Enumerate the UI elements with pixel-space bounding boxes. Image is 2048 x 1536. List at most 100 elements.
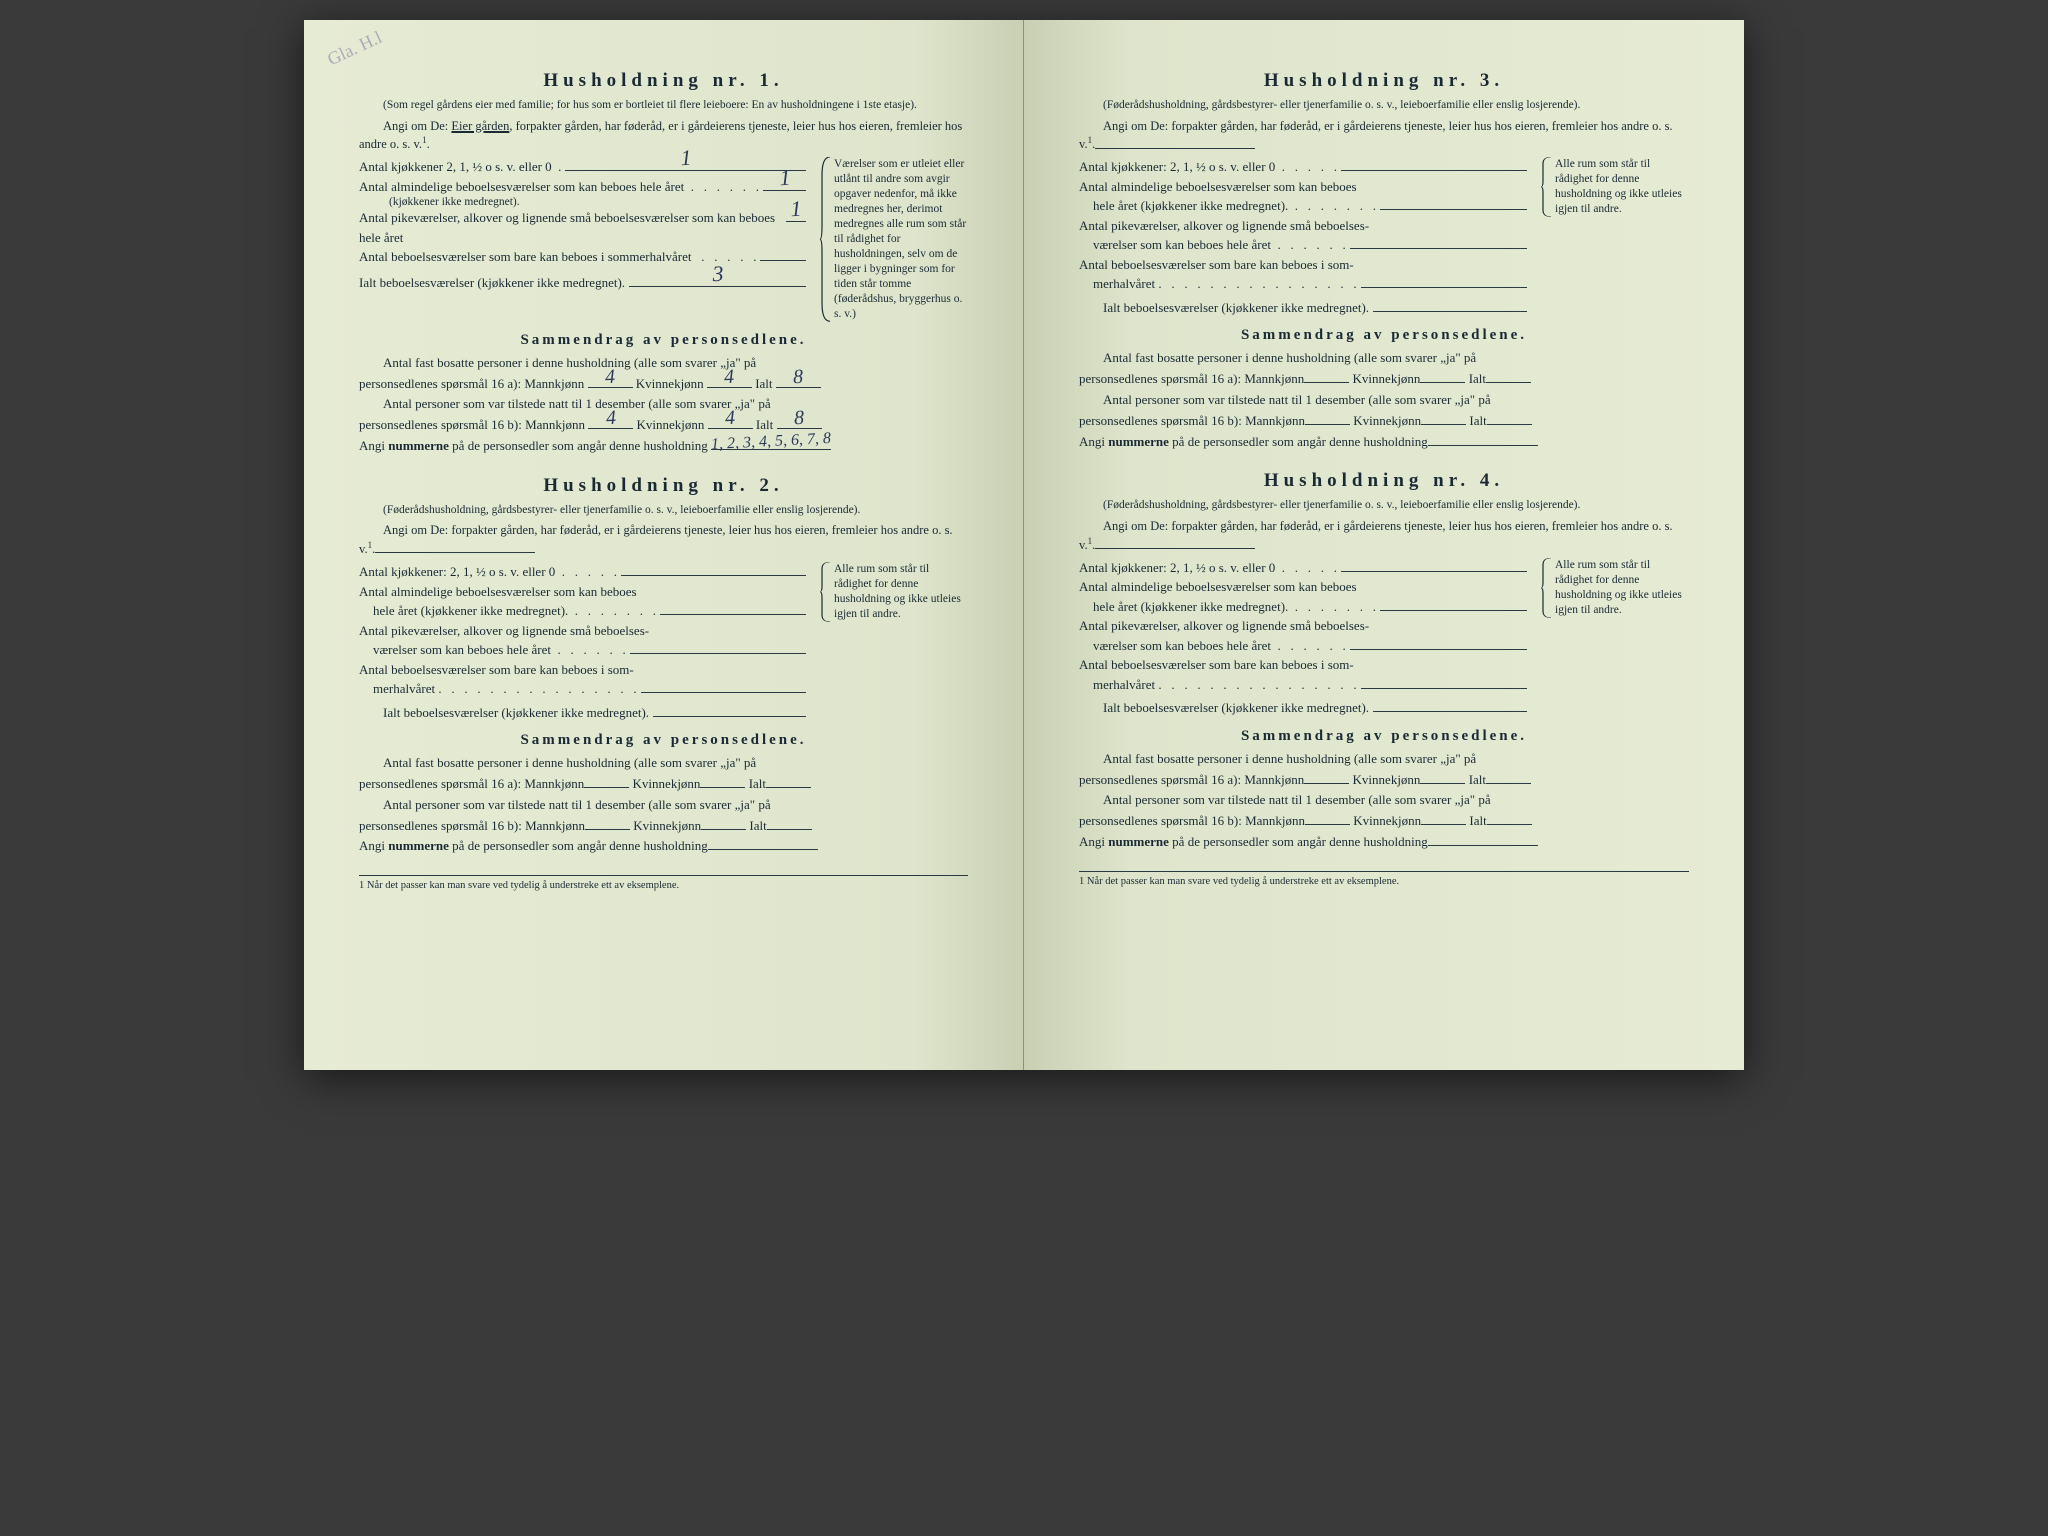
h1-s2b: personsedlenes spørsmål 16 b): Mannkjønn (359, 417, 585, 432)
page-left: Gla. H.l Husholdning nr. 1. (Som regel g… (304, 20, 1024, 1070)
h2-r1: Antal kjøkkener: 2, 1, ½ o s. v. eller 0… (359, 562, 617, 582)
h4-s2kf[interactable] (1421, 811, 1466, 825)
h4-s1if[interactable] (1486, 770, 1531, 784)
brace-icon (1541, 157, 1553, 217)
h1-s2: Antal personer som var tilstede natt til… (359, 394, 968, 415)
h2-s1m[interactable] (584, 774, 629, 788)
h1-s1a: Antal fast bosatte personer i denne hush… (383, 355, 756, 370)
h4-s1kf[interactable] (1420, 770, 1465, 784)
h3-s1kf[interactable] (1420, 369, 1465, 383)
h1-r2-label: Antal almindelige beboelsesværelser som … (359, 177, 759, 197)
h4-r3-fill[interactable] (1350, 649, 1527, 650)
h1-s1-kv: Kvinnekjønn (636, 376, 704, 391)
h1-s3-fill[interactable]: 1, 2, 3, 4, 5, 6, 7, 8 (711, 436, 831, 450)
h1-intro1: (Som regel gårdens eier med familie; for… (359, 98, 968, 114)
h1-s1b: personsedlenes spørsmål 16 a): Mannkjønn (359, 376, 584, 391)
h2-two-col: Antal kjøkkener: 2, 1, ½ o s. v. eller 0… (359, 562, 968, 722)
h1-s2a: Antal personer som var tilstede natt til… (383, 396, 771, 411)
h2-r4b: merhalvåret . . . . . . . . . . . . . . … (359, 679, 637, 699)
section-husholdning-1: Husholdning nr. 1. (Som regel gårdens ei… (359, 70, 968, 457)
h1-r4-fill[interactable] (760, 260, 806, 261)
h2-r3b: værelser som kan beboes hele året . . . … (359, 640, 626, 660)
h2-s2m[interactable] (585, 816, 630, 830)
h2-s1kf[interactable] (700, 774, 745, 788)
h4-s2if[interactable] (1487, 811, 1532, 825)
h4-brace-note: Alle rum som står til rådighet for denne… (1541, 558, 1689, 618)
h4-intro2: Angi om De: forpakter gården, har føderå… (1079, 518, 1689, 554)
h3-r2-fill[interactable] (1380, 209, 1527, 210)
h4-s1m[interactable] (1304, 770, 1349, 784)
h3-r5-fill[interactable] (1373, 311, 1527, 312)
h3-intro-fill[interactable] (1095, 135, 1255, 149)
h3-s3fill[interactable] (1428, 432, 1538, 446)
h2-s3b: på de personsedler som angår denne husho… (449, 838, 708, 853)
h2-s2kf[interactable] (701, 816, 746, 830)
h1-r5-value: 3 (711, 257, 724, 291)
h3-r2b: hele året (kjøkkener ikke medregnet). . … (1079, 196, 1376, 216)
h1-r5-label: Ialt beboelsesværelser (kjøkkener ikke m… (359, 273, 625, 293)
h2-r3-fill[interactable] (630, 653, 806, 654)
h4-s3b: på de personsedler som angår denne husho… (1169, 834, 1428, 849)
h2-s2a: Antal personer som var tilstede natt til… (359, 795, 968, 816)
h3-r4-fill[interactable] (1361, 287, 1527, 288)
h2-r5-fill[interactable] (653, 716, 806, 717)
h1-r5-fill[interactable]: 3 (629, 286, 806, 287)
h4-r4-fill[interactable] (1361, 688, 1527, 689)
h3-s2m[interactable] (1305, 411, 1350, 425)
h1-r2-sub: (kjøkkener ikke medregnet). (359, 196, 810, 208)
brace-icon (820, 157, 832, 321)
section-husholdning-2: Husholdning nr. 2. (Føderådshusholdning,… (359, 475, 968, 857)
h2-s1a: Antal fast bosatte personer i denne hush… (359, 753, 968, 774)
h1-r3-fill[interactable]: 1 (786, 221, 806, 222)
h4-title: Husholdning nr. 4. (1079, 470, 1689, 492)
h4-r5-fill[interactable] (1373, 711, 1527, 712)
h1-s2-m-fill[interactable]: 4 (588, 415, 633, 429)
h2-s2k: Kvinnekjønn (633, 818, 701, 833)
h1-s3: Angi nummerne på de personsedler som ang… (359, 436, 968, 457)
h2-r5: Ialt beboelsesværelser (kjøkkener ikke m… (359, 703, 649, 723)
h4-intro-fill[interactable] (1095, 535, 1255, 549)
h1-r3-value: 1 (790, 192, 803, 226)
h2-r1-fill[interactable] (621, 575, 806, 576)
h4-s1a: Antal fast bosatte personer i denne hush… (1079, 749, 1689, 770)
h3-s2if[interactable] (1487, 411, 1532, 425)
h3-s1if[interactable] (1486, 369, 1531, 383)
h4-s2i: Ialt (1469, 813, 1486, 828)
h2-s2if[interactable] (767, 816, 812, 830)
h1-title: Husholdning nr. 1. (359, 70, 968, 92)
h4-s3fill[interactable] (1428, 832, 1538, 846)
h2-r4-fill[interactable] (641, 692, 806, 693)
h3-r1-fill[interactable] (1341, 170, 1527, 171)
h4-r2-fill[interactable] (1380, 610, 1527, 611)
h4-s3a: Angi (1079, 834, 1108, 849)
h1-s1-k-fill[interactable]: 4 (707, 374, 752, 388)
h1-r1-value: 1 (679, 141, 692, 175)
h2-r3a: Antal pikeværelser, alkover og lignende … (359, 621, 649, 641)
section-husholdning-3: Husholdning nr. 3. (Føderådshusholdning,… (1079, 70, 1689, 452)
h4-r1-fill[interactable] (1341, 571, 1527, 572)
h3-s2i: Ialt (1469, 413, 1486, 428)
h2-intro-fill[interactable] (375, 539, 535, 553)
h4-s1b: personsedlenes spørsmål 16 a): Mannkjønn (1079, 772, 1304, 787)
h3-r3-fill[interactable] (1350, 248, 1527, 249)
h3-intro1: (Føderådshusholdning, gårdsbestyrer- ell… (1079, 98, 1689, 114)
h4-s2b: personsedlenes spørsmål 16 b): Mannkjønn (1079, 813, 1305, 828)
h2-s3fill[interactable] (708, 836, 818, 850)
h1-row-almindelige: Antal almindelige beboelsesværelser som … (359, 177, 810, 197)
h2-r2-fill[interactable] (660, 614, 806, 615)
h2-brace-text: Alle rum som står til rådighet for denne… (834, 563, 961, 620)
h1-s1-i-fill[interactable]: 8 (776, 374, 821, 388)
h1-s2-k-fill[interactable]: 4 (708, 415, 753, 429)
brace-icon (820, 562, 832, 622)
h4-s2m[interactable] (1305, 811, 1350, 825)
h2-intro1: (Føderådshusholdning, gårdsbestyrer- ell… (359, 503, 968, 519)
h2-brace-note: Alle rum som står til rådighet for denne… (820, 562, 968, 622)
h1-r1-fill[interactable]: 1 (565, 170, 806, 171)
h2-s1if[interactable] (766, 774, 811, 788)
footnote-left: 1 Når det passer kan man svare ved tydel… (359, 875, 968, 891)
h3-s1m[interactable] (1304, 369, 1349, 383)
section-husholdning-4: Husholdning nr. 4. (Føderådshusholdning,… (1079, 470, 1689, 852)
h3-s2kf[interactable] (1421, 411, 1466, 425)
h1-s1-m-fill[interactable]: 4 (588, 374, 633, 388)
h4-s3: Angi nummerne på de personsedler som ang… (1079, 832, 1689, 853)
